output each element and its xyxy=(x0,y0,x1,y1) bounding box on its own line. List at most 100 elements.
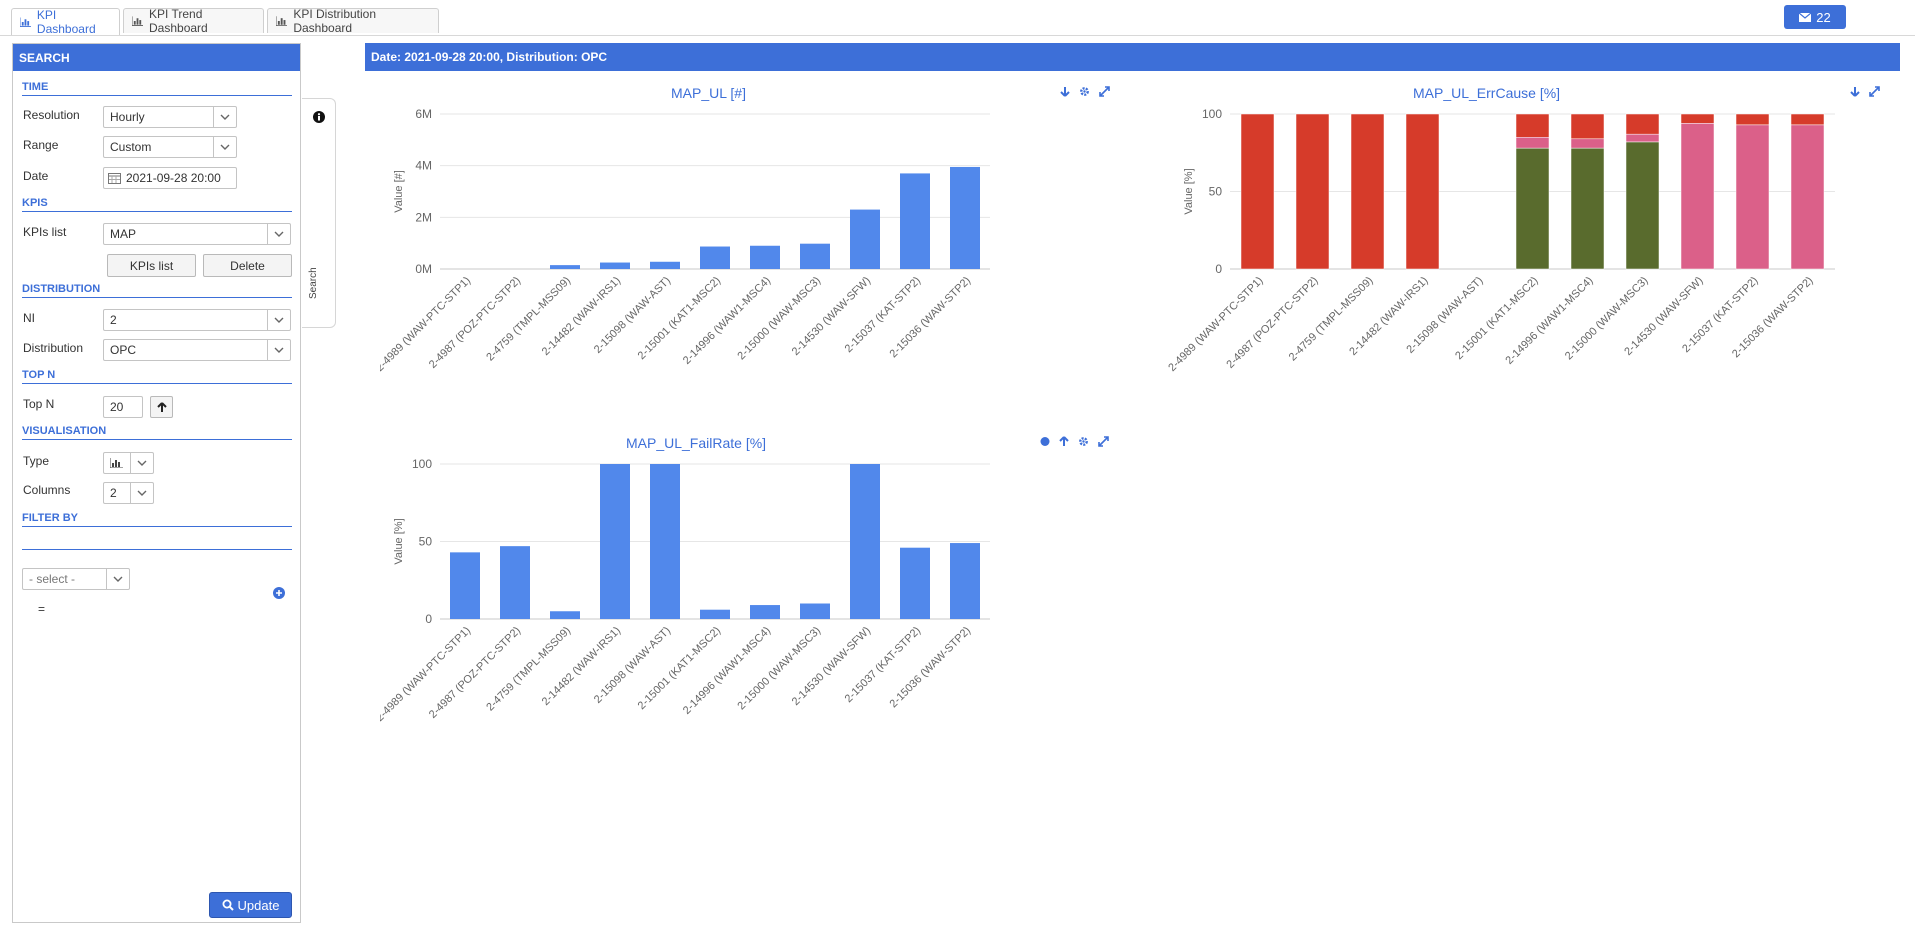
chevron-down-icon xyxy=(213,107,236,127)
bar-chart-icon xyxy=(132,16,144,26)
x-tick-label: 2-4987 (POZ-PTC-STP2) xyxy=(1224,275,1320,371)
topn-input[interactable]: 20 xyxy=(103,396,143,418)
dot-icon[interactable] xyxy=(1040,436,1050,447)
x-tick-label: 2-15036 (WAW-STP2) xyxy=(888,625,974,711)
x-tick-label: 2-15000 (WAW-MSC3) xyxy=(735,625,823,713)
bar xyxy=(1515,113,1550,138)
y-tick-label: 100 xyxy=(412,457,432,471)
expand-icon[interactable] xyxy=(1099,86,1110,97)
gear-icon[interactable] xyxy=(1079,86,1090,97)
type-label: Type xyxy=(23,454,50,468)
chevron-down-icon xyxy=(267,340,290,360)
messages-count: 22 xyxy=(1816,9,1831,25)
messages-button[interactable]: 22 xyxy=(1784,5,1846,29)
tab-kpi-dashboard[interactable]: KPI Dashboard xyxy=(11,8,120,36)
kpis-list-button[interactable]: KPIs list xyxy=(107,254,196,277)
bar xyxy=(500,546,530,619)
bar-chart-icon xyxy=(20,17,31,27)
x-tick-label: 2-4987 (POZ-PTC-STP2) xyxy=(427,625,523,721)
distribution-value: OPC xyxy=(110,343,137,357)
chart-title: MAP_UL [#] xyxy=(671,85,746,101)
bar xyxy=(950,166,980,269)
chart-title: MAP_UL_ErrCause [%] xyxy=(1413,85,1561,101)
bar xyxy=(800,243,830,269)
y-tick-label: 100 xyxy=(1202,107,1222,121)
sidebar-title: SEARCH xyxy=(13,44,300,71)
search-side-tab[interactable]: Search xyxy=(302,98,336,328)
tab-kpi-trend-dashboard[interactable]: KPI Trend Dashboard xyxy=(123,7,264,35)
chart-map-ul-failrate-plot: 0 50 100 Value [%] 2-4989 (WAW-PTC-STP1)2-49… xyxy=(380,457,990,724)
search-sidebar: SEARCH TIME Resolution Hourly Range Cust… xyxy=(12,43,301,923)
kpis-list-select[interactable]: MAP xyxy=(103,223,291,245)
info-icon xyxy=(313,111,325,123)
bar xyxy=(1515,147,1550,270)
bar xyxy=(650,261,680,269)
add-filter-button[interactable] xyxy=(273,587,285,602)
tab-label: KPI Dashboard xyxy=(36,8,96,36)
bar xyxy=(1405,113,1440,270)
bar xyxy=(550,611,580,619)
distribution-select[interactable]: OPC xyxy=(103,339,291,361)
y-tick-label: 0 xyxy=(1215,262,1222,276)
x-tick-label: 2-4989 (WAW-PTC-STP1) xyxy=(380,625,473,724)
tab-label: KPI Trend Dashboard xyxy=(149,7,208,35)
bar xyxy=(1625,133,1660,143)
update-button[interactable]: Update xyxy=(209,892,292,918)
chevron-down-icon xyxy=(130,453,153,473)
x-tick-label: 2-14996 (WAW1-MSC4) xyxy=(681,275,773,367)
columns-label: Columns xyxy=(23,483,71,497)
columns-select[interactable]: 2 xyxy=(103,482,154,504)
bar xyxy=(1570,147,1605,270)
bar xyxy=(900,173,930,269)
x-tick-label: 2-14996 (WAW1-MSC4) xyxy=(681,625,773,717)
type-select[interactable] xyxy=(103,452,154,474)
date-input[interactable]: 2021-09-28 20:00 xyxy=(103,167,237,189)
search-tab-label: Search xyxy=(308,267,319,299)
filter-divider xyxy=(22,549,292,550)
bar xyxy=(750,245,780,269)
resolution-select[interactable]: Hourly xyxy=(103,106,237,128)
resolution-value: Hourly xyxy=(110,110,145,124)
chart-toolbar xyxy=(1040,436,1109,447)
filter-select-value: - select - xyxy=(29,572,76,586)
bar-chart-icon xyxy=(276,16,288,26)
y-tick-label: 0 xyxy=(425,612,432,626)
arrow-down-icon[interactable] xyxy=(1850,86,1860,97)
chevron-down-icon xyxy=(106,569,129,589)
y-axis-label: Value [%] xyxy=(1183,168,1195,214)
bar xyxy=(600,464,630,619)
topn-sort-button[interactable] xyxy=(150,396,173,418)
expand-icon[interactable] xyxy=(1869,86,1880,97)
chevron-down-icon xyxy=(130,483,153,503)
bar xyxy=(1625,113,1660,135)
chevron-down-icon xyxy=(213,137,236,157)
filter-select[interactable]: - select - xyxy=(22,568,130,590)
section-visualisation: VISUALISATION xyxy=(22,425,292,440)
bar xyxy=(850,464,880,619)
gear-icon[interactable] xyxy=(1078,436,1089,447)
delete-button[interactable]: Delete xyxy=(203,254,292,277)
ni-label: NI xyxy=(23,311,35,325)
y-tick-label: 50 xyxy=(419,535,433,549)
distribution-label: Distribution xyxy=(23,341,84,355)
arrow-down-icon[interactable] xyxy=(1060,86,1070,97)
calendar-icon xyxy=(108,173,121,184)
range-select[interactable]: Custom xyxy=(103,136,237,158)
bar xyxy=(1240,113,1275,270)
section-topn: TOP N xyxy=(22,369,292,384)
x-tick-label: 2-4759 (TMPL-MSS09) xyxy=(484,625,573,714)
expand-icon[interactable] xyxy=(1098,436,1109,447)
ni-select[interactable]: 2 xyxy=(103,309,291,331)
arrow-up-icon[interactable] xyxy=(1059,436,1069,447)
bar xyxy=(1735,124,1770,270)
date-value: 2021-09-28 20:00 xyxy=(126,171,221,185)
tab-label: KPI Distribution Dashboard xyxy=(293,7,377,35)
bar xyxy=(800,603,830,619)
y-tick-label: 50 xyxy=(1209,185,1223,199)
tab-kpi-distribution-dashboard[interactable]: KPI Distribution Dashboard xyxy=(267,7,439,35)
bar xyxy=(1350,113,1385,270)
columns-value: 2 xyxy=(110,486,117,500)
section-distribution: DISTRIBUTION xyxy=(22,283,292,298)
top-bar: KPI Dashboard KPI Trend Dashboard KPI Di… xyxy=(0,0,1915,36)
